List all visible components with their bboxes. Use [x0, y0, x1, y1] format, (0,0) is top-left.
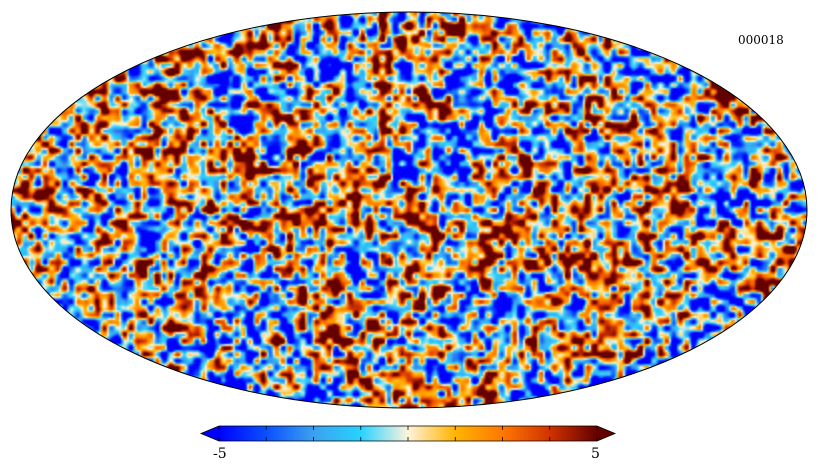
colorbar-over-arrow	[597, 426, 615, 441]
colorbar-ticks	[218, 426, 598, 441]
sky-map-field	[11, 12, 807, 408]
colorbar-min-label: -5	[213, 446, 227, 462]
map-label: 000018	[738, 33, 784, 47]
colorbar-max-label: 5	[591, 446, 600, 462]
colorbar-under-arrow	[201, 426, 219, 441]
map-outline	[10, 11, 808, 409]
colorbar	[199, 425, 617, 442]
